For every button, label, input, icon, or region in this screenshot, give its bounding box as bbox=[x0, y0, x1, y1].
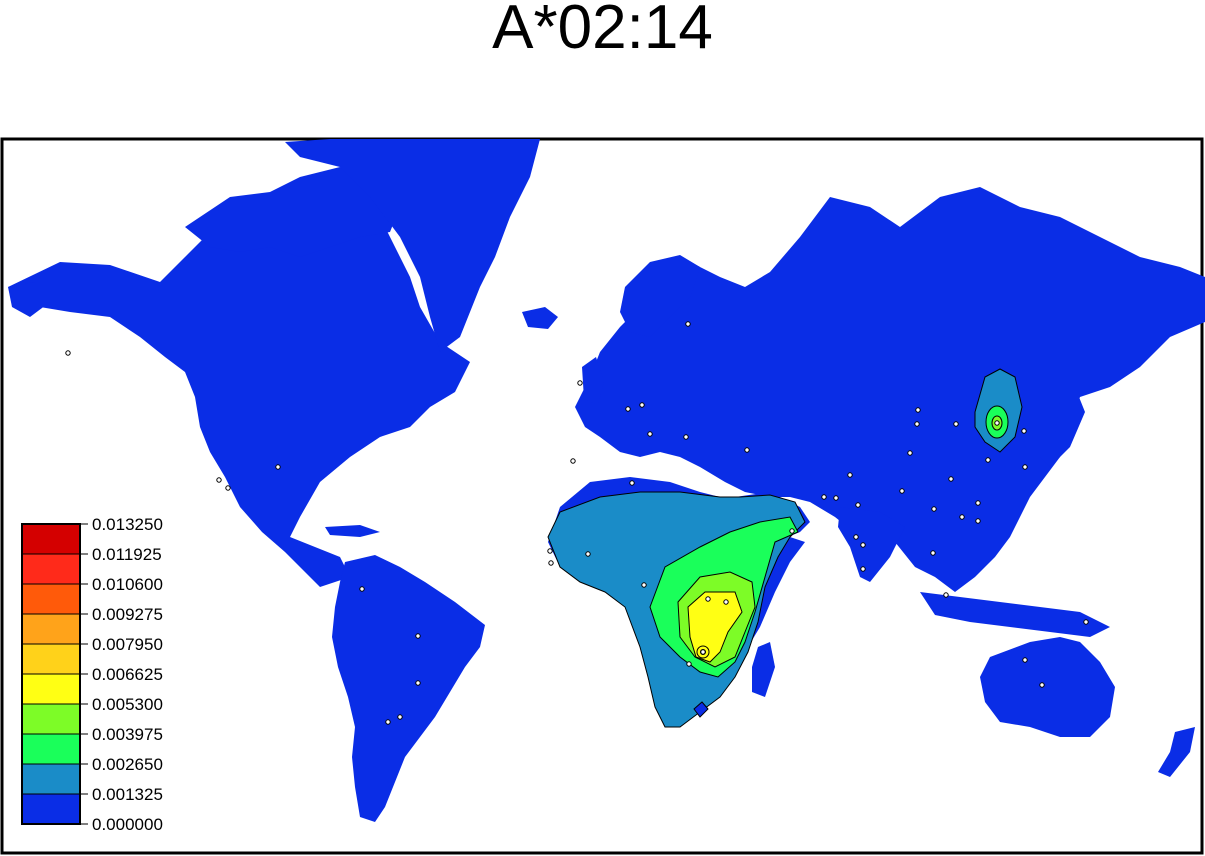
sample-point bbox=[685, 321, 691, 327]
sample-point bbox=[943, 592, 949, 598]
legend-tick-label: 0.013250 bbox=[92, 515, 163, 534]
legend-color-band bbox=[21, 613, 81, 645]
sample-point bbox=[723, 599, 729, 605]
legend-tick-label: 0.007950 bbox=[92, 635, 163, 654]
north-america bbox=[8, 197, 470, 587]
sample-point bbox=[639, 402, 645, 408]
sample-point bbox=[275, 464, 281, 470]
sample-point bbox=[853, 534, 859, 540]
legend-color-band bbox=[21, 763, 81, 795]
sample-point bbox=[914, 421, 920, 427]
sample-point bbox=[1083, 619, 1089, 625]
sample-point bbox=[833, 495, 839, 501]
sample-point bbox=[860, 566, 866, 572]
sample-point bbox=[899, 488, 905, 494]
sample-point bbox=[744, 447, 750, 453]
sample-points bbox=[65, 321, 1089, 725]
map-title: A*02:14 bbox=[492, 0, 713, 62]
legend-color-band bbox=[21, 703, 81, 735]
sample-point bbox=[860, 542, 866, 548]
sample-point bbox=[959, 514, 965, 520]
sample-point bbox=[647, 431, 653, 437]
sample-point bbox=[1039, 682, 1045, 688]
legend-color-band bbox=[21, 583, 81, 615]
scandinavia bbox=[620, 255, 700, 337]
sample-point bbox=[686, 661, 692, 667]
sample-point bbox=[948, 476, 954, 482]
legend-color-band bbox=[21, 793, 81, 825]
sample-point bbox=[700, 649, 706, 655]
south-america bbox=[332, 555, 485, 822]
legend-tick-label: 0.000000 bbox=[92, 815, 163, 834]
caribbean bbox=[325, 525, 380, 537]
legend-color-band bbox=[21, 733, 81, 765]
contour-africa-level-4 bbox=[687, 591, 743, 663]
sample-point bbox=[397, 714, 403, 720]
arctic-islands bbox=[185, 167, 400, 257]
sample-point bbox=[415, 633, 421, 639]
legend-tick-label: 0.009275 bbox=[92, 605, 163, 624]
sample-point bbox=[975, 518, 981, 524]
sample-point bbox=[547, 548, 553, 554]
sample-point bbox=[585, 551, 591, 557]
legend-tick-label: 0.001325 bbox=[92, 785, 163, 804]
sample-point bbox=[683, 434, 689, 440]
sample-point bbox=[705, 596, 711, 602]
sample-point bbox=[65, 350, 71, 356]
sample-point bbox=[975, 500, 981, 506]
sample-point bbox=[570, 458, 576, 464]
sample-point bbox=[915, 407, 921, 413]
sample-point bbox=[789, 528, 795, 534]
legend-tick-label: 0.010600 bbox=[92, 575, 163, 594]
sample-point bbox=[385, 719, 391, 725]
legend-tick-label: 0.002650 bbox=[92, 755, 163, 774]
indonesia bbox=[920, 592, 1110, 637]
sample-point bbox=[953, 421, 959, 427]
sample-point bbox=[907, 450, 913, 456]
sample-point bbox=[225, 485, 231, 491]
india bbox=[838, 507, 905, 582]
legend: 0.013250 0.011925 0.010600 0.009275 0.007950… bbox=[21, 515, 163, 834]
legend-color-band bbox=[21, 553, 81, 585]
legend-tick-label: 0.003975 bbox=[92, 725, 163, 744]
legend-tick-label: 0.005300 bbox=[92, 695, 163, 714]
legend-tick-label: 0.006625 bbox=[92, 665, 163, 684]
sample-point bbox=[1021, 428, 1027, 434]
iceland bbox=[522, 307, 558, 329]
sample-point bbox=[821, 494, 827, 500]
eurasia bbox=[575, 187, 1205, 592]
sample-point bbox=[931, 506, 937, 512]
japan bbox=[1040, 387, 1085, 467]
madagascar bbox=[752, 642, 775, 697]
british-isles bbox=[582, 357, 604, 405]
contour-south-africa-low bbox=[693, 701, 709, 718]
sample-point bbox=[855, 502, 861, 508]
sample-point bbox=[985, 457, 991, 463]
legend-color-band bbox=[21, 673, 81, 705]
alaska bbox=[8, 282, 50, 317]
legend-color-band bbox=[21, 523, 81, 555]
sample-point bbox=[359, 586, 365, 592]
sample-point bbox=[641, 582, 647, 588]
sample-point bbox=[629, 480, 635, 486]
frequency-contours bbox=[547, 368, 1023, 728]
sample-point bbox=[625, 406, 631, 412]
world-map: 0.013250 0.011925 0.010600 0.009275 0.007950… bbox=[0, 137, 1205, 855]
legend-tick-label: 0.011925 bbox=[92, 545, 162, 564]
australia bbox=[980, 637, 1115, 737]
sample-point bbox=[548, 560, 554, 566]
new-zealand bbox=[1158, 727, 1195, 777]
sample-point bbox=[216, 477, 222, 483]
sample-point bbox=[847, 472, 853, 478]
sample-point bbox=[994, 420, 1000, 426]
greenland bbox=[285, 139, 540, 352]
legend-color-band bbox=[21, 643, 81, 675]
sample-point bbox=[930, 550, 936, 556]
sample-point bbox=[415, 680, 421, 686]
sample-point bbox=[1022, 657, 1028, 663]
sample-point bbox=[1022, 464, 1028, 470]
sample-point bbox=[577, 380, 583, 386]
